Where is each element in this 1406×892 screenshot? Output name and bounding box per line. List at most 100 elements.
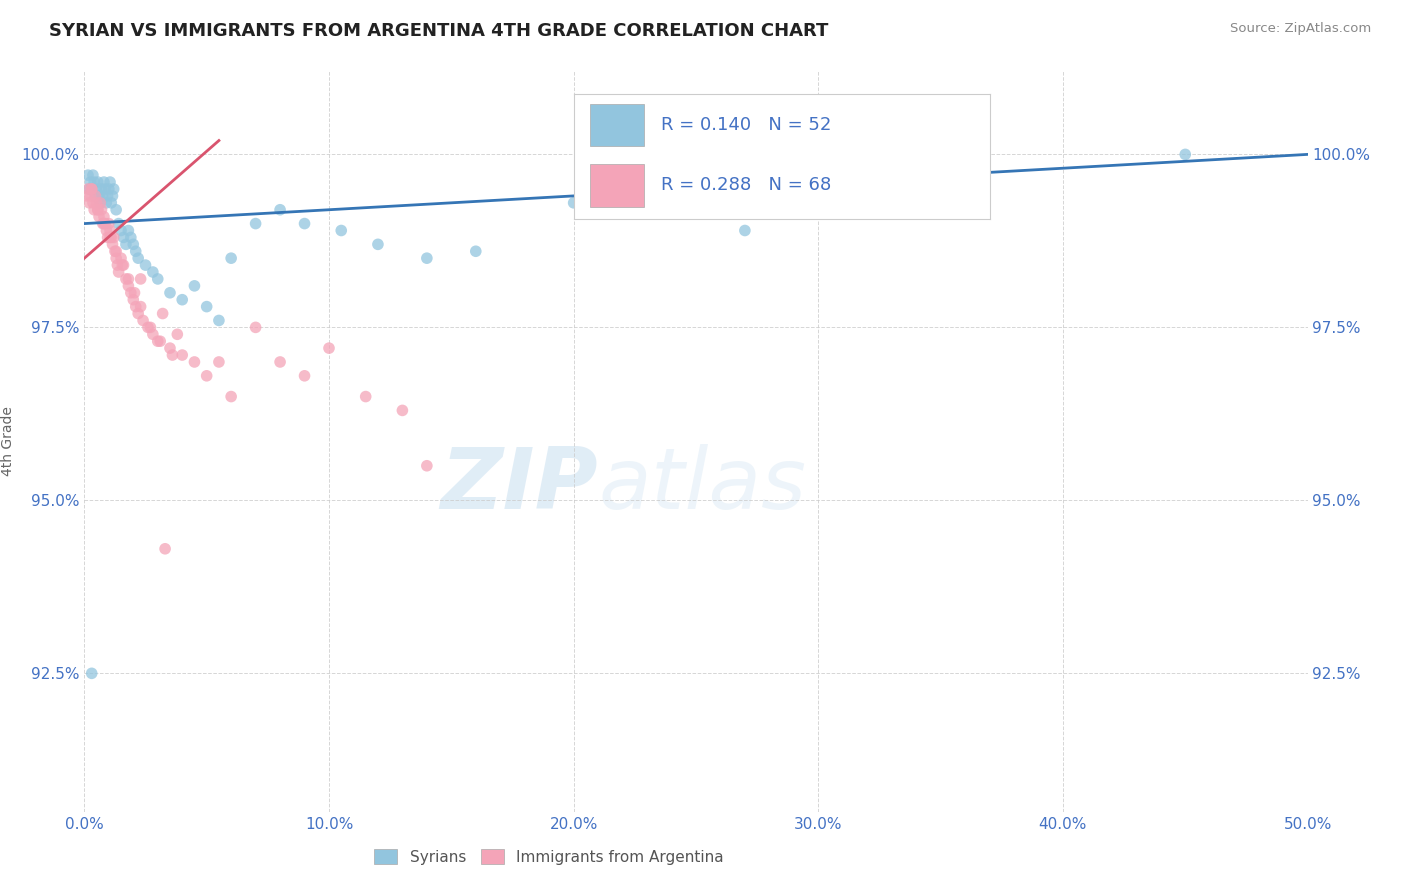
Point <box>93 210 115 224</box>
Y-axis label: 4th Grade: 4th Grade <box>0 407 14 476</box>
Point <box>105 251 128 265</box>
Point <box>135 258 157 272</box>
Point <box>152 306 174 320</box>
Point <box>142 327 165 342</box>
Point <box>100 195 122 210</box>
Point <box>82 168 104 182</box>
Point <box>129 272 152 286</box>
Point <box>82 195 104 210</box>
Point <box>318 341 340 355</box>
Point <box>91 217 114 231</box>
Point <box>77 168 100 182</box>
Point <box>105 258 128 272</box>
Point <box>103 182 125 196</box>
Point <box>86 195 108 210</box>
Text: ZIP: ZIP <box>440 444 598 527</box>
Point <box>111 258 134 272</box>
Point <box>80 182 103 196</box>
Point <box>98 223 121 237</box>
Point <box>139 320 162 334</box>
Point <box>93 175 115 189</box>
Text: Source: ZipAtlas.com: Source: ZipAtlas.com <box>1230 22 1371 36</box>
Point <box>107 265 129 279</box>
Point <box>183 355 205 369</box>
Point <box>77 182 100 196</box>
Point <box>101 189 124 203</box>
Point <box>93 217 115 231</box>
Point <box>98 175 121 189</box>
Point <box>391 403 413 417</box>
Point <box>146 272 169 286</box>
Point <box>132 313 155 327</box>
Point <box>149 334 172 349</box>
Point <box>87 210 110 224</box>
Point <box>117 272 139 286</box>
Point <box>94 182 117 196</box>
Point <box>195 300 218 314</box>
Point <box>122 237 145 252</box>
Point <box>146 334 169 349</box>
Point <box>90 182 112 196</box>
Point <box>208 313 231 327</box>
Point <box>115 272 138 286</box>
Point <box>354 390 377 404</box>
Point <box>159 341 181 355</box>
Point <box>127 306 149 320</box>
Point <box>96 223 118 237</box>
Point <box>80 666 103 681</box>
Point <box>100 230 122 244</box>
Point <box>464 244 486 259</box>
Point <box>120 285 142 300</box>
Point <box>80 182 103 196</box>
Point <box>104 244 127 259</box>
Point <box>84 189 107 203</box>
Text: SYRIAN VS IMMIGRANTS FROM ARGENTINA 4TH GRADE CORRELATION CHART: SYRIAN VS IMMIGRANTS FROM ARGENTINA 4TH … <box>49 22 828 40</box>
Point <box>90 202 112 217</box>
Point <box>87 202 110 217</box>
Point <box>103 230 125 244</box>
Point <box>1174 147 1197 161</box>
Point <box>117 278 139 293</box>
Point <box>115 237 138 252</box>
Point <box>208 355 231 369</box>
Point <box>219 390 242 404</box>
Point <box>77 182 100 196</box>
Point <box>562 195 585 210</box>
Point <box>172 293 194 307</box>
Point <box>125 300 148 314</box>
Point <box>129 300 152 314</box>
Point <box>195 368 218 383</box>
Point <box>162 348 184 362</box>
Point <box>219 251 242 265</box>
Point <box>416 251 439 265</box>
Point <box>89 195 111 210</box>
Point <box>172 348 194 362</box>
Point <box>97 182 120 196</box>
Point <box>159 285 181 300</box>
Point <box>101 237 124 252</box>
Point <box>734 223 756 237</box>
Point <box>87 202 110 217</box>
Point <box>105 202 128 217</box>
Point <box>94 217 117 231</box>
Point <box>122 293 145 307</box>
Point <box>294 368 316 383</box>
Point <box>89 195 111 210</box>
Point <box>110 223 132 237</box>
Point <box>83 202 105 217</box>
Point <box>136 320 159 334</box>
Point <box>97 230 120 244</box>
Point <box>112 258 135 272</box>
Point <box>83 175 105 189</box>
Point <box>86 182 108 196</box>
Legend: Syrians, Immigrants from Argentina: Syrians, Immigrants from Argentina <box>368 843 730 871</box>
Point <box>77 195 100 210</box>
Point <box>416 458 439 473</box>
Point <box>269 202 291 217</box>
Point <box>80 182 103 196</box>
Point <box>112 230 135 244</box>
Point <box>127 251 149 265</box>
Point <box>294 217 316 231</box>
Point <box>269 355 291 369</box>
Point <box>96 195 118 210</box>
